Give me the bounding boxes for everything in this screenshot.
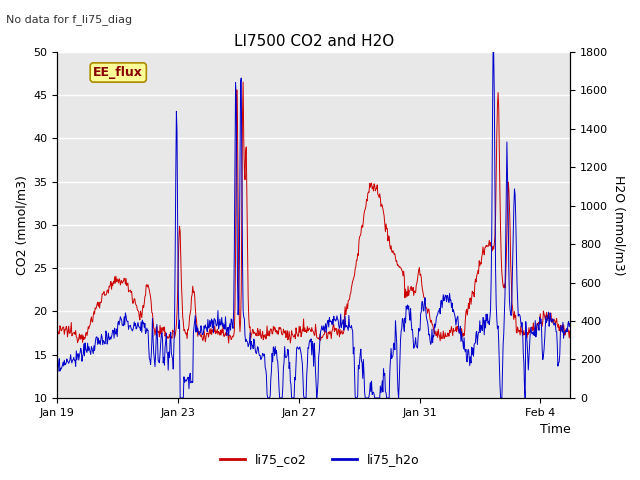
- Legend: li75_co2, li75_h2o: li75_co2, li75_h2o: [215, 448, 425, 471]
- Title: LI7500 CO2 and H2O: LI7500 CO2 and H2O: [234, 34, 394, 49]
- Text: EE_flux: EE_flux: [93, 66, 143, 79]
- Y-axis label: H2O (mmol/m3): H2O (mmol/m3): [612, 175, 625, 275]
- X-axis label: Time: Time: [540, 423, 570, 436]
- Text: No data for f_li75_diag: No data for f_li75_diag: [6, 14, 132, 25]
- Y-axis label: CO2 (mmol/m3): CO2 (mmol/m3): [15, 175, 28, 275]
